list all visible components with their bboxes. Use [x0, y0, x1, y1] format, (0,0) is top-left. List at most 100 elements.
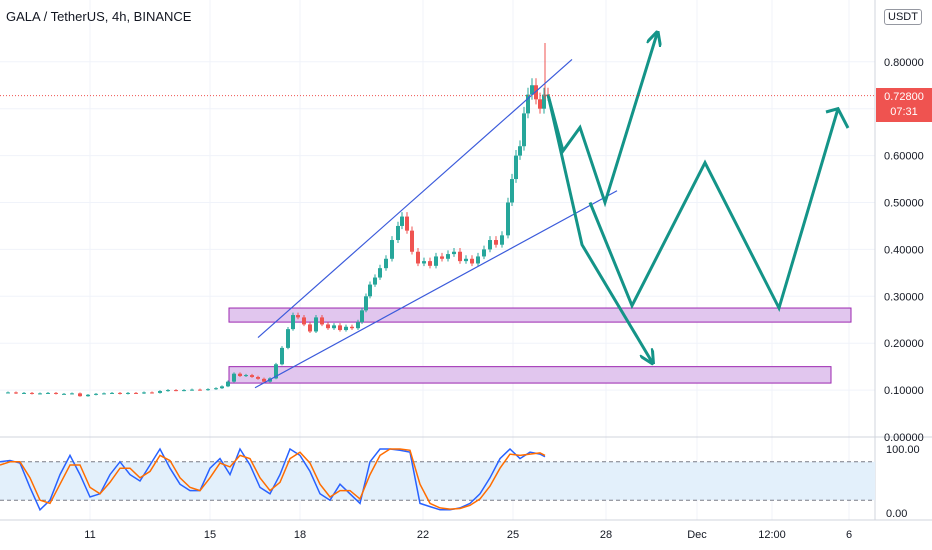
candle-body: [494, 240, 498, 245]
candle-body: [452, 251, 456, 255]
candle-body: [232, 373, 236, 382]
candle-body: [476, 256, 480, 264]
candle-body: [534, 85, 538, 100]
projection-path-3[interactable]: [588, 108, 840, 313]
bar-countdown: 07:31: [890, 106, 918, 118]
candle-body: [464, 258, 468, 262]
candle-body: [182, 390, 186, 392]
candle-body: [396, 225, 400, 241]
candle-body: [350, 326, 354, 329]
candle-body: [226, 381, 230, 387]
candle-body: [286, 329, 290, 348]
candle-body: [356, 322, 360, 329]
candle-body: [510, 179, 514, 203]
candle-body: [250, 375, 254, 377]
candle-body: [314, 317, 318, 332]
trendline-lower[interactable]: [254, 190, 618, 389]
price-tick-label: 0.50000: [884, 198, 924, 210]
candle-body: [118, 392, 122, 394]
candle-body: [30, 392, 34, 394]
candle-body: [428, 261, 432, 266]
price-tick-label: 0.60000: [884, 151, 924, 163]
projection-path-1[interactable]: [546, 34, 657, 208]
time-tick-label: 11: [84, 529, 95, 541]
candle-body: [378, 268, 382, 278]
time-tick-label: 15: [204, 529, 216, 541]
projection-path-2[interactable]: [546, 94, 652, 362]
candle-body: [373, 277, 377, 285]
candle-body: [86, 394, 90, 397]
candle-body: [110, 392, 114, 394]
candles: [6, 43, 550, 397]
candle-body: [22, 392, 26, 394]
candle-body: [134, 392, 138, 394]
candle-body: [320, 317, 324, 325]
candle-body: [256, 376, 260, 379]
candle-body: [166, 390, 170, 392]
candle-body: [422, 261, 426, 264]
candle-body: [214, 388, 218, 390]
candle-body: [308, 324, 312, 332]
candle-body: [538, 99, 542, 109]
candle-body: [506, 202, 510, 236]
candle-body: [158, 391, 162, 393]
last-price-badge: 0.72800 07:31: [876, 88, 932, 122]
candle-body: [126, 392, 130, 394]
candle-body: [446, 254, 450, 259]
time-tick-label: 22: [417, 529, 429, 541]
candle-body: [220, 386, 224, 389]
candle-body: [364, 296, 368, 311]
projection-arrow-tip: [825, 106, 850, 129]
price-tick-label: 0.00000: [884, 432, 924, 444]
candle-body: [94, 393, 98, 395]
candle-body: [488, 240, 492, 250]
candle-body: [262, 378, 266, 382]
candle-body: [238, 373, 242, 377]
stoch-d-line: [0, 448, 546, 510]
time-tick-label: Dec: [687, 529, 707, 541]
candle-body: [514, 155, 518, 180]
candle-body: [244, 375, 248, 377]
candle-body: [6, 392, 10, 394]
candle-body: [526, 94, 530, 114]
candle-body: [410, 230, 414, 252]
candle-body: [522, 113, 526, 147]
candle-body: [302, 317, 306, 325]
candle-body: [62, 393, 66, 395]
candle-body: [400, 216, 404, 226]
support-zone-2[interactable]: [228, 366, 832, 384]
candle-body: [482, 249, 486, 257]
symbol-title[interactable]: GALA / TetherUS, 4h, BINANCE: [6, 9, 192, 24]
price-tick-label: 0.10000: [884, 385, 924, 397]
time-tick-label: 28: [600, 529, 612, 541]
candle-body: [542, 94, 546, 109]
candle-body: [332, 325, 336, 329]
time-tick-label: 25: [507, 529, 519, 541]
price-tick-label: 0.80000: [884, 57, 924, 69]
candle-body: [70, 393, 74, 395]
candle-body: [518, 146, 522, 156]
candle-body: [296, 315, 300, 318]
candle-body: [14, 392, 18, 394]
price-tick-label: 0.20000: [884, 338, 924, 350]
candle-body: [500, 235, 504, 245]
candle-body: [78, 393, 82, 397]
candle-body: [274, 364, 278, 379]
candle-body: [142, 392, 146, 394]
trendline-upper[interactable]: [257, 59, 573, 339]
stoch-tick-label: 0.00: [886, 508, 907, 520]
support-zone-1[interactable]: [228, 307, 852, 323]
candle-body: [338, 325, 342, 331]
currency-selector[interactable]: USDT: [884, 9, 922, 25]
candle-body: [405, 216, 409, 231]
last-price-value: 0.72800: [884, 91, 924, 103]
candle-body: [46, 392, 50, 394]
candle-body: [360, 310, 364, 323]
stoch-tick-label: 100.00: [886, 444, 920, 456]
candle-body: [344, 326, 348, 331]
candle-body: [54, 392, 58, 394]
candle-body: [206, 389, 210, 391]
candle-body: [190, 389, 194, 391]
candle-body: [434, 256, 438, 266]
